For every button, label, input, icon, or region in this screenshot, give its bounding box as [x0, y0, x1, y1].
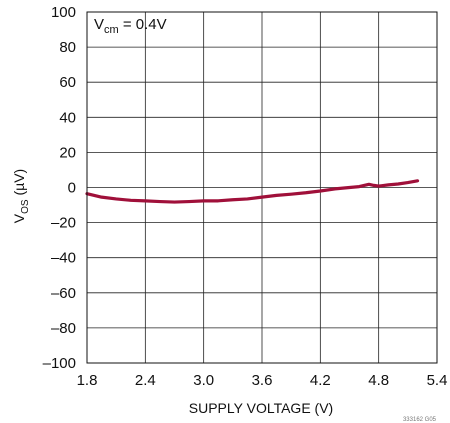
x-tick-label: 3.6 — [252, 372, 273, 389]
x-tick-label: 3.0 — [193, 372, 214, 389]
y-tick-label: –20 — [51, 215, 76, 232]
y-tick-label: –40 — [51, 250, 76, 267]
plot-frame — [86, 11, 438, 364]
series-layer — [85, 179, 420, 204]
series-line — [85, 179, 420, 204]
y-tick-label: 0 — [68, 180, 76, 197]
annotation-main: V — [94, 16, 104, 33]
x-tick-label: 4.8 — [368, 372, 389, 389]
x-axis-title: SUPPLY VOLTAGE (V) — [189, 400, 333, 416]
x-axis-tick-labels: 1.8 2.4 3.0 3.6 4.2 4.8 5.4 — [77, 372, 448, 389]
x-tick-label: 1.8 — [77, 372, 98, 389]
x-tick-label: 5.4 — [427, 372, 448, 389]
grid — [86, 11, 438, 364]
y-tick-label: 80 — [59, 39, 76, 56]
x-tick-label: 4.2 — [310, 372, 331, 389]
y-tick-label: 40 — [59, 109, 76, 126]
annotation-rest: = 0.4V — [119, 16, 167, 33]
ylabel-rest: (µV) — [11, 169, 27, 200]
y-tick-label: –80 — [51, 320, 76, 337]
y-tick-label: –60 — [51, 285, 76, 302]
ylabel-sub: OS — [20, 199, 31, 214]
y-axis-tick-labels: 100 80 60 40 20 0 –20 –40 –60 –80 –100 — [43, 4, 76, 372]
figure-footnote: 333162 G05 — [403, 417, 437, 423]
y-tick-label: 20 — [59, 144, 76, 161]
y-tick-label: 60 — [59, 74, 76, 91]
legend-annotation: Vcm = 0.4V — [94, 16, 167, 36]
y-tick-label: 100 — [51, 4, 76, 21]
y-axis-title: VOS (µV) — [11, 169, 31, 223]
x-tick-label: 2.4 — [135, 372, 156, 389]
y-tick-label: –100 — [43, 355, 76, 372]
ylabel-main: V — [11, 213, 27, 223]
annotation-sub: cm — [104, 24, 119, 36]
